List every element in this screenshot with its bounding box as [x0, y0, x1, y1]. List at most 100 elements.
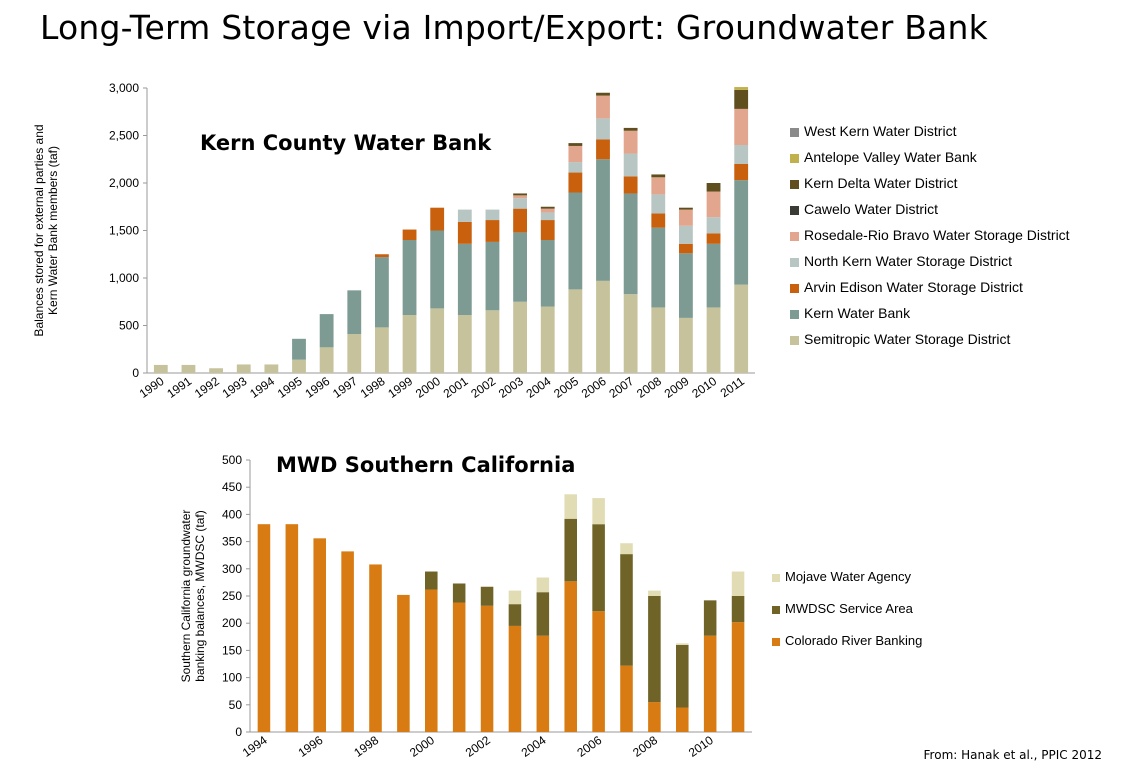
bar-segment	[623, 294, 638, 373]
y-tick-label: 0	[235, 725, 242, 739]
x-tick-label: 2005	[551, 374, 581, 401]
bar-segment	[485, 241, 500, 311]
bar-segment	[596, 95, 610, 119]
legend-swatch	[790, 180, 799, 189]
slide-title: Long-Term Storage via Import/Export: Gro…	[40, 8, 988, 47]
bar-segment	[734, 145, 749, 164]
bar-segment	[568, 143, 583, 146]
y-tick-label: 150	[222, 643, 242, 657]
x-tick-label: 1992	[192, 374, 222, 401]
bar-segment	[564, 581, 577, 732]
bar-segment	[480, 605, 494, 732]
legend-swatch	[772, 638, 780, 646]
bar-segment	[540, 220, 555, 240]
legend-swatch	[790, 284, 799, 293]
legend-label: Cawelo Water District	[804, 201, 938, 217]
x-tick-label: 2000	[407, 733, 437, 760]
bar-segment	[568, 192, 583, 290]
bar-segment	[375, 254, 389, 258]
legend-swatch	[790, 128, 799, 137]
x-tick-label: 1994	[240, 733, 270, 760]
bar-segment	[651, 174, 666, 178]
bar-segment	[648, 702, 661, 732]
x-tick-label: 1999	[385, 374, 415, 401]
bar-segment	[181, 364, 196, 373]
legend-label: Antelope Valley Water Bank	[804, 149, 978, 165]
x-tick-label: 2010	[689, 374, 719, 401]
x-tick-label: 1991	[164, 374, 194, 401]
bar-segment	[257, 524, 271, 732]
bar-segment	[731, 596, 745, 623]
bar-segment	[540, 212, 555, 221]
bar-segment	[236, 364, 251, 373]
x-tick-label: 2006	[574, 733, 604, 760]
x-tick-label: 2004	[524, 374, 554, 401]
chart-title: Kern County Water Bank	[200, 131, 492, 155]
x-tick-label: 2007	[606, 374, 636, 401]
legend-swatch	[772, 606, 780, 614]
bar-segment	[706, 243, 721, 308]
bar-segment	[620, 543, 633, 555]
source-note: From: Hanak et al., PPIC 2012	[923, 748, 1102, 762]
y-axis-label-line: banking balances, MWDSC (taf)	[193, 510, 207, 681]
legend-label: Kern Water Bank	[804, 305, 911, 321]
x-tick-label: 2002	[463, 733, 493, 760]
bar-segment	[347, 334, 362, 373]
bar-segment	[313, 538, 326, 732]
bar-segment	[375, 257, 389, 328]
bar-segment	[592, 611, 605, 732]
y-tick-label: 2,000	[109, 176, 139, 190]
legend-swatch	[790, 206, 799, 215]
bar-segment	[568, 145, 583, 163]
bar-segment	[540, 208, 555, 213]
x-tick-label: 1995	[275, 374, 305, 401]
bar-segment	[734, 89, 749, 109]
x-tick-label: 1996	[302, 374, 332, 401]
y-tick-label: 400	[222, 507, 242, 521]
bar-segment	[623, 127, 638, 131]
bar-segment	[397, 594, 410, 732]
bar-segment	[319, 314, 334, 348]
bar-segment	[568, 289, 583, 373]
legend-swatch	[790, 310, 799, 319]
legend-label: North Kern Water Storage District	[804, 253, 1012, 269]
bar-segment	[536, 635, 550, 732]
bar-segment	[485, 310, 500, 373]
bar-segment	[457, 315, 472, 373]
bar-segment	[623, 193, 638, 295]
bar-segment	[679, 207, 693, 210]
bar-segment	[706, 183, 721, 192]
y-axis-label-line: Balances stored for external parties and	[32, 124, 46, 336]
bar-segment	[430, 207, 445, 231]
bar-segment	[508, 590, 522, 605]
bar-segment	[706, 217, 721, 234]
bar-segment	[292, 359, 306, 373]
bar-segment	[452, 602, 466, 732]
legend-label: MWDSC Service Area	[785, 601, 914, 616]
bar-segment	[651, 177, 666, 195]
bar-segment	[620, 554, 633, 666]
bar-segment	[347, 290, 362, 335]
bar-segment	[513, 232, 527, 302]
bar-segment	[369, 564, 382, 732]
legend-label: Colorado River Banking	[785, 633, 922, 648]
y-tick-label: 1,000	[109, 271, 139, 285]
bar-segment	[341, 551, 354, 732]
bar-segment	[679, 243, 693, 254]
legend-swatch	[790, 258, 799, 267]
x-tick-label: 1998	[351, 733, 381, 760]
y-tick-label: 3,000	[109, 81, 139, 95]
y-tick-label: 250	[222, 589, 242, 603]
x-tick-label: 2006	[579, 374, 609, 401]
bar-segment	[457, 209, 472, 222]
bar-segment	[485, 209, 500, 221]
bar-segment	[319, 347, 334, 373]
y-tick-label: 200	[222, 616, 242, 630]
bar-segment	[564, 518, 577, 582]
y-tick-label: 300	[222, 562, 242, 576]
bar-segment	[596, 92, 610, 96]
y-tick-label: 500	[119, 319, 139, 333]
legend-label: Mojave Water Agency	[785, 569, 911, 584]
x-tick-label: 2009	[662, 374, 692, 401]
